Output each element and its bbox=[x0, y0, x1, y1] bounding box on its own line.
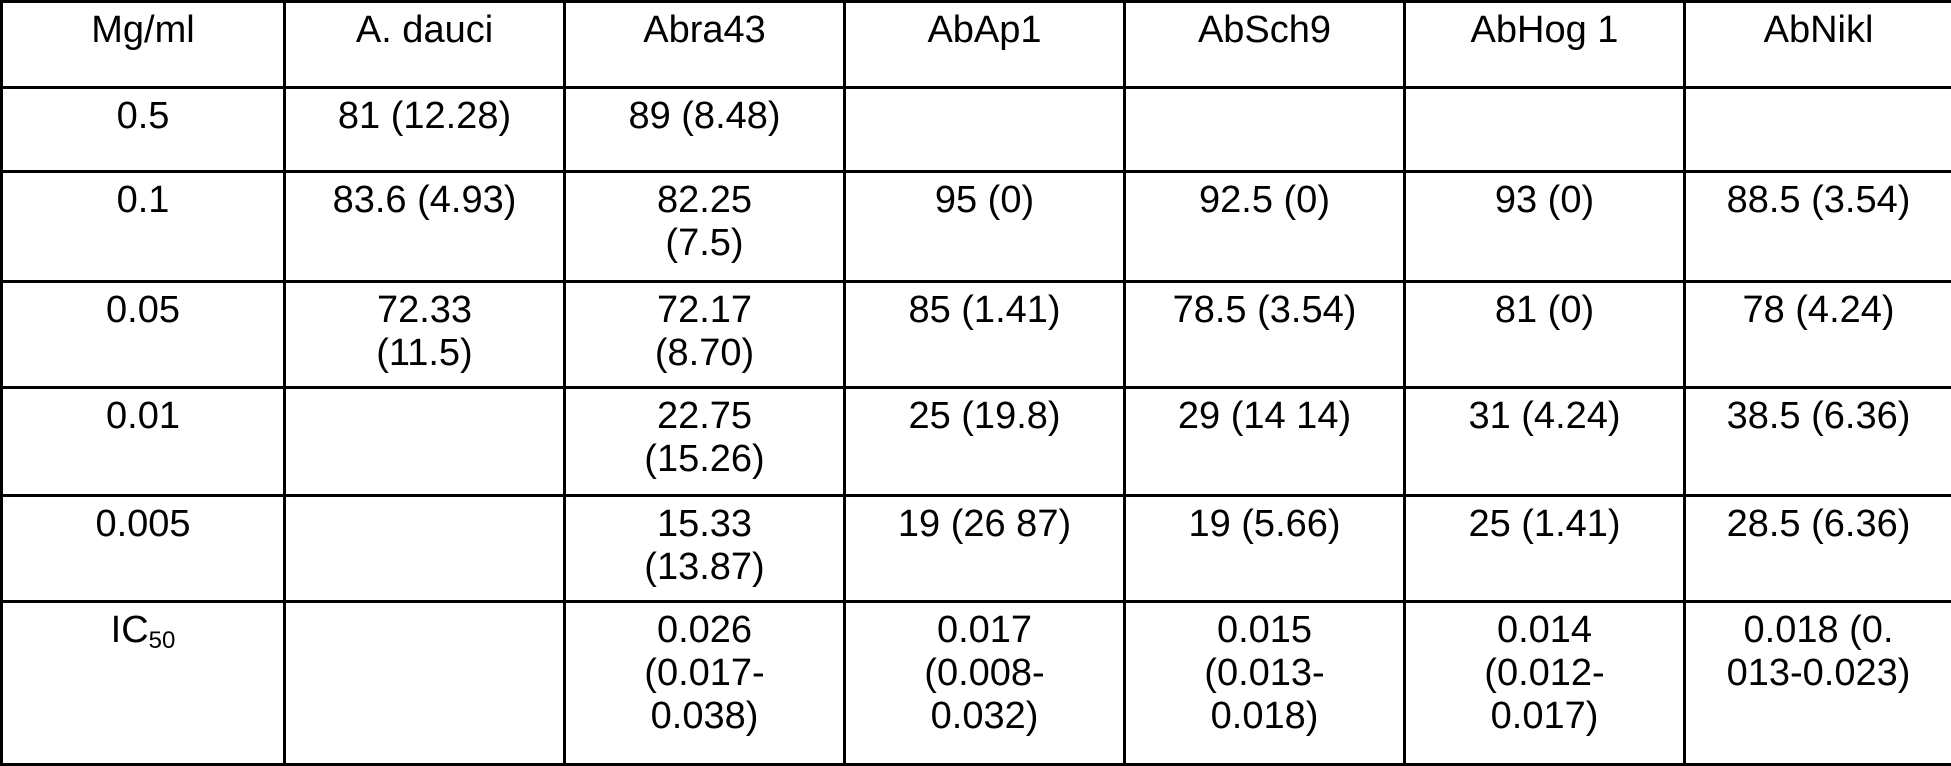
table-cell: 0.01 bbox=[2, 388, 285, 496]
table-row: 0.005 15.33 (13.87) 19 (26 87) 19 (5.66)… bbox=[2, 496, 1951, 602]
table-cell bbox=[1685, 88, 1951, 172]
table-cell: 0.018 (0. 013-0.023) bbox=[1685, 602, 1951, 765]
table-cell: 88.5 (3.54) bbox=[1685, 172, 1951, 282]
table-cell bbox=[285, 388, 565, 496]
table-cell: 19 (26 87) bbox=[845, 496, 1125, 602]
table-cell: 25 (19.8) bbox=[845, 388, 1125, 496]
table-cell: 72.17 (8.70) bbox=[565, 282, 845, 388]
table-cell bbox=[1405, 88, 1685, 172]
header-cell: A. dauci bbox=[285, 2, 565, 88]
table-cell: 82.25 (7.5) bbox=[565, 172, 845, 282]
table-row: 0.05 72.33 (11.5) 72.17 (8.70) 85 (1.41)… bbox=[2, 282, 1951, 388]
table-cell: 29 (14 14) bbox=[1125, 388, 1405, 496]
table-row: 0.5 81 (12.28) 89 (8.48) bbox=[2, 88, 1951, 172]
table-cell: 19 (5.66) bbox=[1125, 496, 1405, 602]
table-cell bbox=[285, 496, 565, 602]
table-row: IC50 0.026 (0.017- 0.038) 0.017 (0.008- … bbox=[2, 602, 1951, 765]
table-cell: 0.005 bbox=[2, 496, 285, 602]
table-cell: 92.5 (0) bbox=[1125, 172, 1405, 282]
table-row: 0.01 22.75 (15.26) 25 (19.8) 29 (14 14) … bbox=[2, 388, 1951, 496]
table-cell: 83.6 (4.93) bbox=[285, 172, 565, 282]
table-cell: 31 (4.24) bbox=[1405, 388, 1685, 496]
table-cell: 93 (0) bbox=[1405, 172, 1685, 282]
header-cell: AbHog 1 bbox=[1405, 2, 1685, 88]
table-cell: 78 (4.24) bbox=[1685, 282, 1951, 388]
table-row: 0.1 83.6 (4.93) 82.25 (7.5) 95 (0) 92.5 … bbox=[2, 172, 1951, 282]
ic50-subscript: 50 bbox=[149, 627, 176, 654]
table-cell: 0.5 bbox=[2, 88, 285, 172]
table-cell: 89 (8.48) bbox=[565, 88, 845, 172]
table-cell bbox=[285, 602, 565, 765]
header-cell: Mg/ml bbox=[2, 2, 285, 88]
table-cell: 15.33 (13.87) bbox=[565, 496, 845, 602]
table-cell: 0.05 bbox=[2, 282, 285, 388]
header-row: Mg/ml A. dauci Abra43 AbAp1 AbSch9 AbHog… bbox=[2, 2, 1951, 88]
table-cell: 0.017 (0.008- 0.032) bbox=[845, 602, 1125, 765]
table-cell: 0.1 bbox=[2, 172, 285, 282]
table-cell: 85 (1.41) bbox=[845, 282, 1125, 388]
table-cell: 25 (1.41) bbox=[1405, 496, 1685, 602]
ic50-label: IC bbox=[111, 609, 149, 651]
table-cell: 0.014 (0.012- 0.017) bbox=[1405, 602, 1685, 765]
table-cell bbox=[845, 88, 1125, 172]
table-cell: 0.015 (0.013- 0.018) bbox=[1125, 602, 1405, 765]
header-cell: AbAp1 bbox=[845, 2, 1125, 88]
table-cell: 95 (0) bbox=[845, 172, 1125, 282]
ic50-label-cell: IC50 bbox=[2, 602, 285, 765]
table-cell: 72.33 (11.5) bbox=[285, 282, 565, 388]
table-cell: 28.5 (6.36) bbox=[1685, 496, 1951, 602]
table-cell: 0.026 (0.017- 0.038) bbox=[565, 602, 845, 765]
header-cell: Abra43 bbox=[565, 2, 845, 88]
table-cell: 22.75 (15.26) bbox=[565, 388, 845, 496]
table-cell: 38.5 (6.36) bbox=[1685, 388, 1951, 496]
table-cell: 78.5 (3.54) bbox=[1125, 282, 1405, 388]
header-cell: AbNikl bbox=[1685, 2, 1951, 88]
table-cell: 81 (0) bbox=[1405, 282, 1685, 388]
table-cell bbox=[1125, 88, 1405, 172]
header-cell: AbSch9 bbox=[1125, 2, 1405, 88]
table-cell: 81 (12.28) bbox=[285, 88, 565, 172]
